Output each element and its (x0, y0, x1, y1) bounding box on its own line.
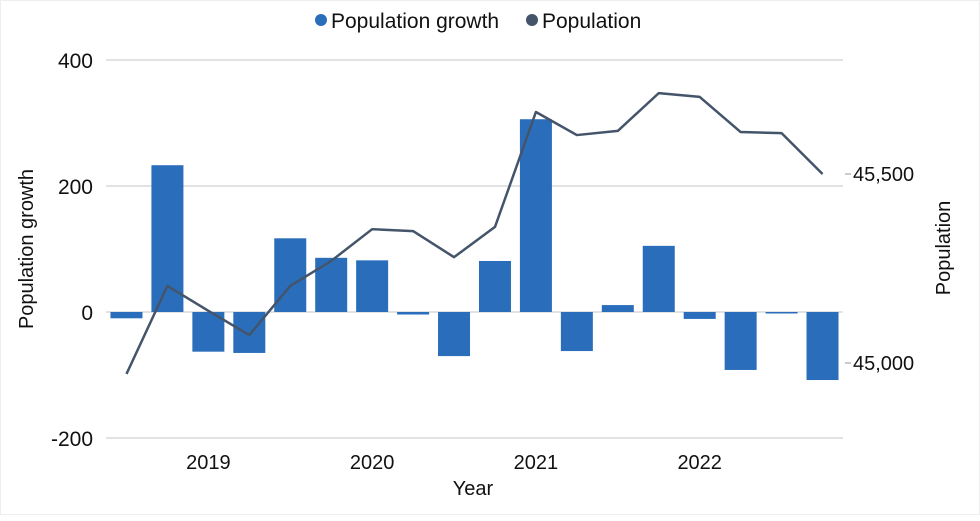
x-tick-label: 2022 (677, 452, 722, 474)
x-axis-ticks: 2019 2020 2021 2022 (186, 452, 722, 474)
bar (602, 305, 634, 312)
bar (438, 312, 470, 356)
legend-marker-population-growth (315, 14, 327, 26)
legend-label-population: Population (542, 10, 641, 33)
left-tick-label: 200 (58, 176, 93, 199)
bar (479, 261, 511, 312)
right-axis-ticks: 45,500 45,000 (845, 164, 914, 375)
left-tick-label: 0 (81, 302, 93, 325)
bar (233, 312, 265, 353)
x-tick-label: 2020 (350, 452, 395, 474)
bar-series (110, 119, 838, 380)
legend-marker-population (526, 14, 538, 26)
bar (151, 165, 183, 312)
bar (807, 312, 839, 380)
gridlines (106, 60, 843, 438)
right-tick-label: 45,000 (853, 353, 914, 375)
right-axis-title: Population (933, 201, 955, 296)
left-tick-label: 400 (58, 50, 93, 73)
bar (725, 312, 757, 370)
right-tick-label: 45,500 (853, 164, 914, 186)
bar (315, 258, 347, 312)
legend: Population growth Population (315, 10, 641, 33)
left-axis-title: Population growth (16, 169, 38, 329)
bar (684, 312, 716, 319)
bar (520, 119, 552, 312)
x-tick-label: 2021 (514, 452, 559, 474)
bar (561, 312, 593, 351)
line-series (126, 93, 822, 374)
population-line (126, 93, 822, 374)
bar (766, 312, 798, 314)
bar (356, 260, 388, 312)
bar (643, 246, 675, 312)
x-axis-title: Year (453, 478, 494, 500)
left-tick-label: -200 (51, 428, 93, 451)
x-tick-label: 2019 (186, 452, 231, 474)
bar (397, 312, 429, 315)
bar (110, 312, 142, 318)
left-axis-ticks: 400 200 0 -200 (51, 50, 93, 451)
legend-label-population-growth: Population growth (331, 10, 499, 33)
